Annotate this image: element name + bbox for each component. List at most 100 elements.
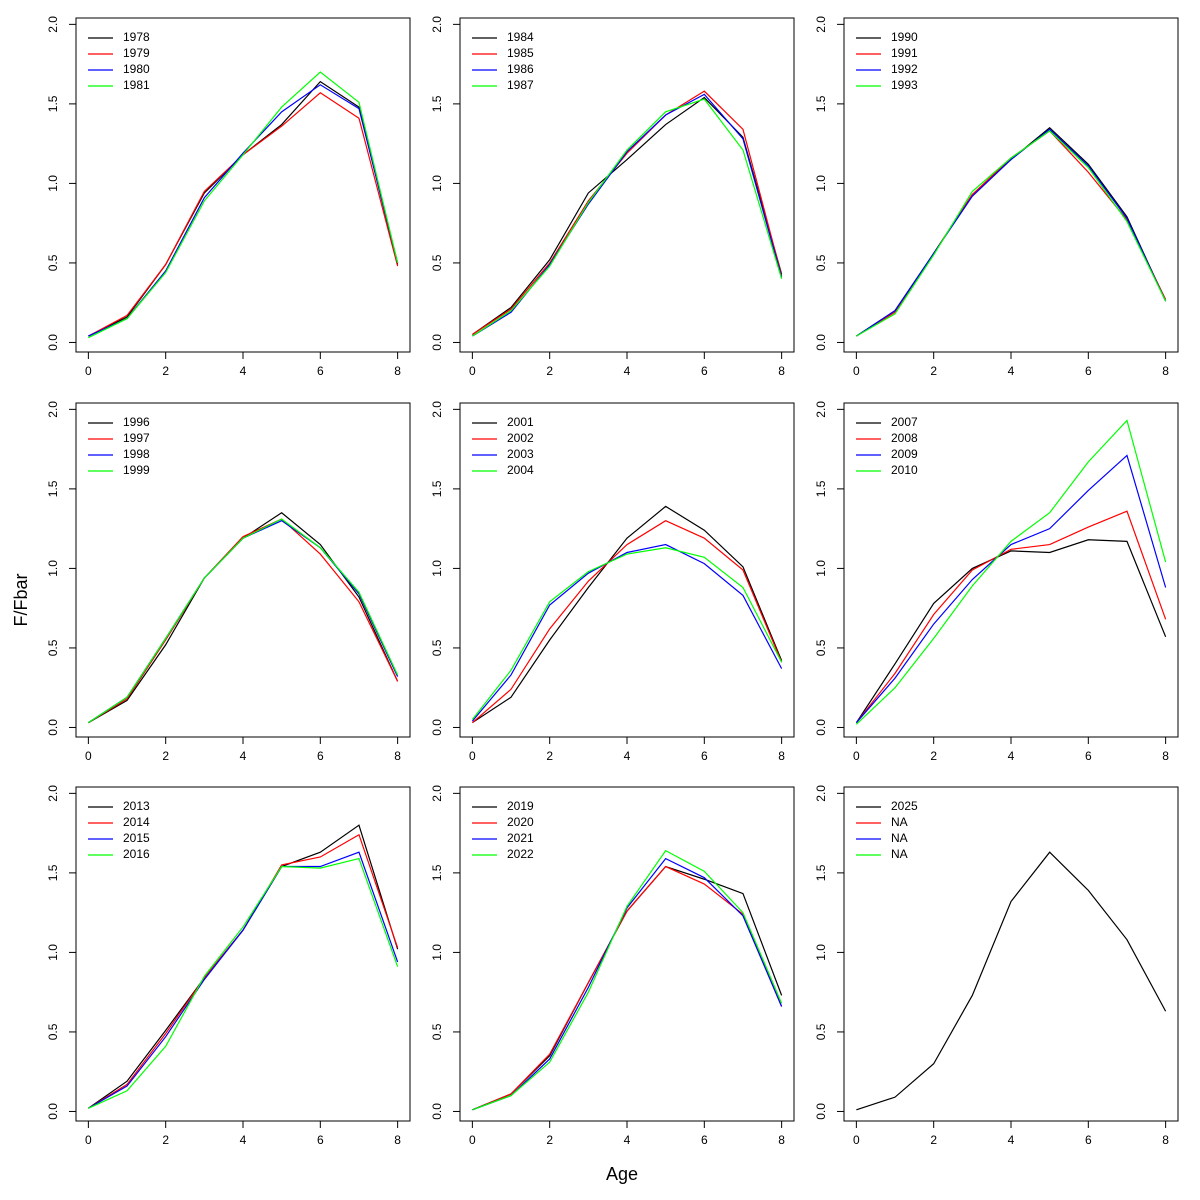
x-tick-label: 0 — [853, 749, 860, 763]
y-tick-label: 2.0 — [814, 16, 828, 33]
x-tick-label: 4 — [1008, 1133, 1015, 1147]
y-tick-label: 1.0 — [430, 175, 444, 192]
y-tick-label: 0.5 — [814, 1023, 828, 1040]
series-line — [856, 851, 1167, 1111]
series-line — [88, 518, 399, 724]
legend-label: 2009 — [891, 447, 918, 461]
x-tick-label: 6 — [1085, 749, 1092, 763]
legend-label: 2016 — [123, 847, 150, 861]
legend-label: 2021 — [507, 831, 534, 845]
y-tick-label: 1.5 — [430, 95, 444, 112]
x-tick-label: 8 — [394, 364, 401, 378]
legend-label: 2020 — [507, 815, 534, 829]
y-tick-label: 0.5 — [46, 1023, 60, 1040]
y-tick-label: 0.0 — [814, 1103, 828, 1120]
x-tick-label: 8 — [778, 364, 785, 378]
y-tick-label: 1.0 — [430, 944, 444, 961]
y-tick-label: 0.0 — [430, 1103, 444, 1120]
x-tick-label: 8 — [778, 1133, 785, 1147]
legend-label: NA — [891, 831, 908, 845]
y-tick-label: 2.0 — [430, 401, 444, 418]
y-tick-label: 0.5 — [814, 254, 828, 271]
legend-label: 2025 — [891, 799, 918, 813]
x-tick-label: 0 — [853, 364, 860, 378]
y-tick-label: 0.0 — [46, 334, 60, 351]
series-line — [855, 454, 1167, 724]
series-line — [88, 511, 399, 724]
legend-label: NA — [891, 815, 908, 829]
y-tick-label: 0.0 — [46, 1103, 60, 1120]
x-tick-label: 2 — [930, 749, 937, 763]
legend-label: 1979 — [123, 46, 150, 60]
series-line — [472, 849, 783, 1111]
y-tick-label: 1.5 — [46, 480, 60, 497]
legend-label: 2003 — [507, 447, 534, 461]
y-tick-label: 2.0 — [46, 785, 60, 802]
legend-label: 1981 — [123, 78, 150, 92]
y-tick-label: 0.0 — [814, 719, 828, 736]
legend-label: 2008 — [891, 431, 918, 445]
y-tick-label: 0.0 — [46, 719, 60, 736]
y-tick-label: 2.0 — [814, 401, 828, 418]
y-tick-label: 1.5 — [814, 864, 828, 881]
series-line — [472, 90, 783, 336]
series-line — [88, 84, 399, 337]
legend-label: 1984 — [507, 30, 534, 44]
x-tick-label: 4 — [240, 1133, 247, 1147]
series-line — [855, 539, 1167, 724]
x-tick-label: 0 — [853, 1133, 860, 1147]
x-tick-label: 6 — [1085, 364, 1092, 378]
series-line — [88, 833, 399, 1109]
x-tick-label: 4 — [624, 1133, 631, 1147]
legend-label: 1986 — [507, 62, 534, 76]
y-tick-label: 1.0 — [430, 560, 444, 577]
x-tick-label: 2 — [162, 364, 169, 378]
series-line — [472, 505, 783, 724]
y-tick-label: 2.0 — [46, 401, 60, 418]
y-tick-label: 1.5 — [46, 95, 60, 112]
series-line — [88, 520, 399, 724]
x-tick-label: 4 — [240, 749, 247, 763]
legend-label: 1993 — [891, 78, 918, 92]
legend-label: 1991 — [891, 46, 918, 60]
legend-label: 1997 — [123, 431, 150, 445]
x-axis-title: Age — [606, 1164, 638, 1184]
series-line — [855, 419, 1167, 725]
legend-label: 2007 — [891, 415, 918, 429]
x-tick-label: 6 — [701, 364, 708, 378]
x-tick-label: 8 — [1162, 1133, 1169, 1147]
y-tick-label: 1.0 — [814, 560, 828, 577]
series-line — [856, 130, 1167, 337]
y-tick-label: 0.0 — [814, 334, 828, 351]
x-tick-label: 4 — [624, 749, 631, 763]
series-line — [88, 80, 399, 337]
legend-label: 2022 — [507, 847, 534, 861]
y-tick-label: 0.0 — [430, 719, 444, 736]
x-tick-label: 0 — [469, 749, 476, 763]
y-tick-label: 0.5 — [814, 639, 828, 656]
y-tick-label: 1.0 — [46, 175, 60, 192]
legend-label: 2010 — [891, 463, 918, 477]
x-tick-label: 8 — [394, 749, 401, 763]
y-tick-label: 1.0 — [46, 560, 60, 577]
x-tick-label: 0 — [469, 364, 476, 378]
legend-label: 1978 — [123, 30, 150, 44]
series-line — [471, 547, 783, 720]
legend-label: 2019 — [507, 799, 534, 813]
y-tick-label: 0.5 — [430, 254, 444, 271]
y-tick-label: 0.5 — [430, 1023, 444, 1040]
x-tick-label: 6 — [317, 749, 324, 763]
legend-label: 1985 — [507, 46, 534, 60]
legend-label: 2002 — [507, 431, 534, 445]
series-line — [856, 128, 1167, 337]
x-tick-label: 6 — [317, 1133, 324, 1147]
y-tick-label: 1.5 — [430, 864, 444, 881]
y-tick-label: 0.0 — [430, 334, 444, 351]
x-tick-label: 2 — [930, 1133, 937, 1147]
series-line — [472, 98, 783, 337]
series-line — [471, 520, 783, 724]
x-tick-label: 2 — [162, 749, 169, 763]
x-tick-label: 8 — [394, 1133, 401, 1147]
x-tick-label: 4 — [240, 364, 247, 378]
